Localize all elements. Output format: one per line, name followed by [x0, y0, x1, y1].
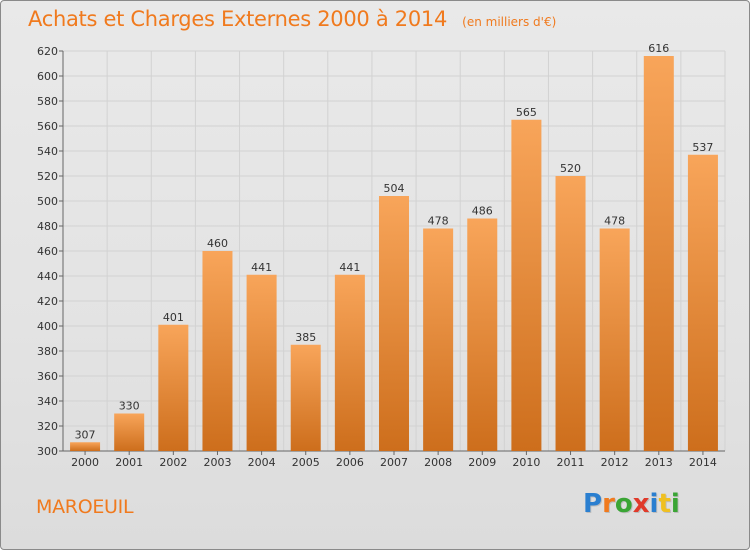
bar-2000: [70, 442, 101, 451]
logo-letter: P: [583, 489, 603, 519]
y-tick-label: 300: [37, 445, 58, 458]
x-tick-label-2006: 2006: [336, 456, 364, 469]
value-label-2013: 616: [648, 42, 669, 55]
logo-letter: o: [614, 489, 633, 519]
x-tick-label-2001: 2001: [115, 456, 143, 469]
bar-2013: [643, 56, 674, 451]
y-tick-label: 420: [37, 295, 58, 308]
x-tick-label-2010: 2010: [512, 456, 540, 469]
value-label-2007: 504: [384, 182, 405, 195]
bar-2002: [158, 324, 189, 451]
value-label-2005: 385: [295, 331, 316, 344]
y-tick-label: 400: [37, 320, 58, 333]
y-tick-label: 600: [37, 70, 58, 83]
bar-2001: [114, 413, 145, 451]
y-tick-label: 460: [37, 245, 58, 258]
y-tick-label: 620: [37, 45, 58, 58]
value-label-2004: 441: [251, 261, 272, 274]
label-layer: 307 330 401 460 441 385 441 504 478 486 565 520 478 6…: [75, 42, 714, 441]
value-label-2012: 478: [604, 215, 625, 228]
y-tick-label: 440: [37, 270, 58, 283]
value-label-2000: 307: [75, 428, 96, 441]
bar-layer: [70, 56, 718, 451]
value-label-2003: 460: [207, 237, 228, 250]
logo-letter: t: [658, 489, 671, 519]
y-tick-label: 580: [37, 95, 58, 108]
y-tick-label: 340: [37, 395, 58, 408]
x-tick-label-2014: 2014: [689, 456, 717, 469]
value-label-2001: 330: [119, 400, 140, 413]
x-tick-label-2008: 2008: [424, 456, 452, 469]
x-tick-label-2009: 2009: [468, 456, 496, 469]
y-tick-label: 480: [37, 220, 58, 233]
bar-2011: [555, 176, 586, 451]
x-tick-label-2000: 2000: [71, 456, 99, 469]
value-label-2009: 486: [472, 205, 493, 218]
logo-letter: i: [670, 489, 680, 519]
value-label-2002: 401: [163, 311, 184, 324]
bar-2007: [378, 196, 410, 451]
value-label-2006: 441: [339, 261, 360, 274]
title-row: Achats et Charges Externes 2000 à 2014 (…: [28, 7, 556, 31]
proxiti-logo: Proxiti: [583, 489, 680, 519]
x-tick-label-2007: 2007: [380, 456, 408, 469]
bar-2004: [246, 274, 277, 451]
bar-2012: [599, 228, 630, 451]
value-label-2014: 537: [692, 141, 713, 154]
bar-2005: [290, 344, 321, 451]
value-label-2010: 565: [516, 106, 537, 119]
logo-letter: r: [602, 489, 615, 519]
x-tick-label-2013: 2013: [645, 456, 673, 469]
y-tick-label: 380: [37, 345, 58, 358]
commune-name: MAROEUIL: [36, 496, 134, 518]
y-tick-label: 500: [37, 195, 58, 208]
bar-2009: [467, 218, 498, 451]
y-tick-label: 560: [37, 120, 58, 133]
logo-letter: x: [632, 489, 650, 519]
y-tick-label: 520: [37, 170, 58, 183]
value-label-2011: 520: [560, 162, 581, 175]
x-tick-label-2002: 2002: [159, 456, 187, 469]
chart-subtitle: (en milliers d'€): [462, 15, 557, 29]
y-tick-label: 320: [37, 420, 58, 433]
x-tick-label-2011: 2011: [557, 456, 585, 469]
x-tick-label-2003: 2003: [203, 456, 231, 469]
x-tick-label-2012: 2012: [601, 456, 629, 469]
bar-2010: [511, 119, 542, 451]
bar-2008: [423, 228, 454, 451]
y-tick-label: 360: [37, 370, 58, 383]
chart-title: Achats et Charges Externes 2000 à 2014: [28, 7, 448, 31]
bar-2003: [202, 251, 233, 451]
value-label-2008: 478: [428, 215, 449, 228]
y-tick-label: 540: [37, 145, 58, 158]
bar-2014: [687, 154, 718, 451]
logo-letter: i: [649, 489, 659, 519]
bar-2006: [334, 274, 365, 451]
x-tick-label-2004: 2004: [248, 456, 276, 469]
x-tick-label-2005: 2005: [292, 456, 320, 469]
